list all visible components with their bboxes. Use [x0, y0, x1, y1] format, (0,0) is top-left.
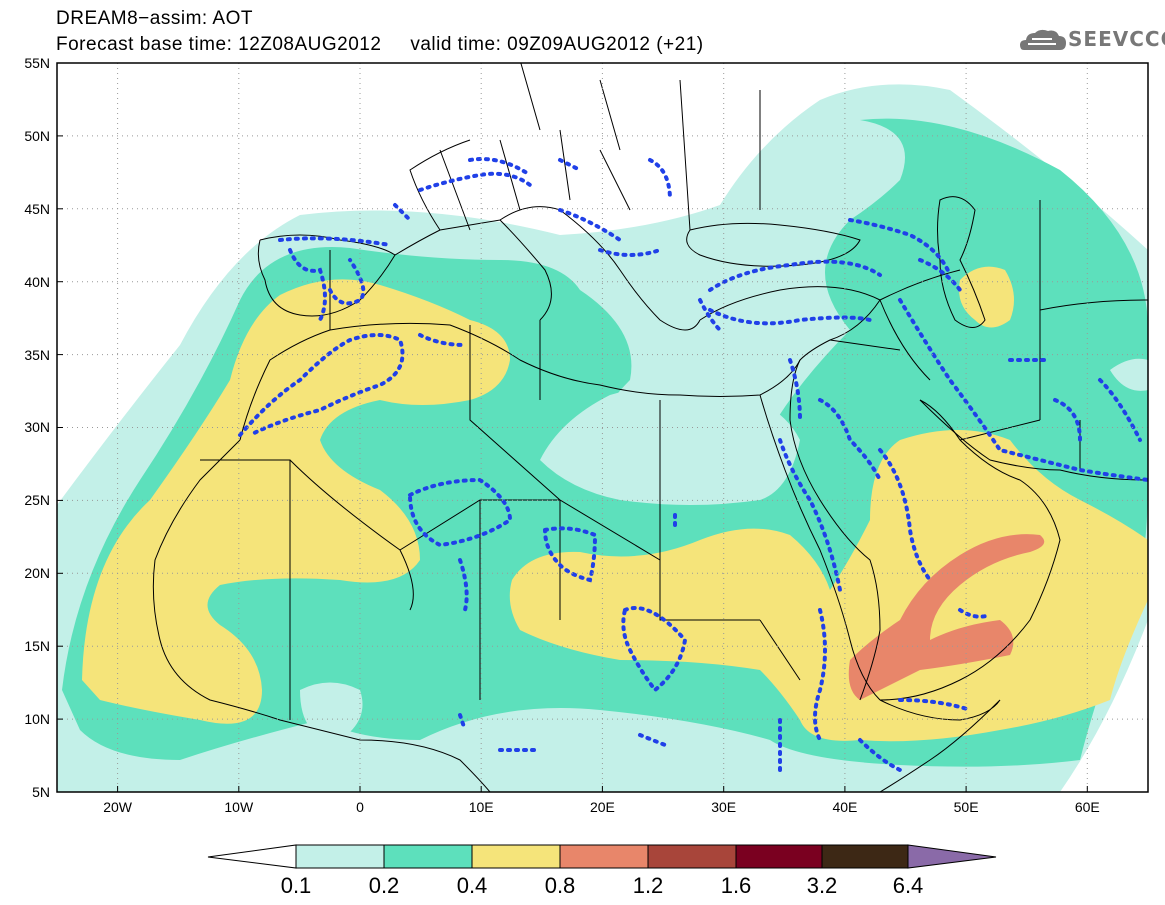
- lat-tick-label: 25N: [24, 492, 50, 508]
- lon-tick-label: 30E: [711, 799, 736, 815]
- colorbar-swatch: [821, 844, 909, 869]
- lon-tick-labels: 20W 10W 0 10E 20E 30E 40E 50E 60E: [103, 799, 1100, 815]
- lon-tick-label: 10W: [224, 799, 254, 815]
- cloud-icon: [1020, 29, 1066, 50]
- lat-tick-label: 40N: [24, 274, 50, 290]
- colorbar-label: 1.6: [721, 873, 752, 898]
- colorbar-label: 6.4: [893, 873, 924, 898]
- logo-text: SEEVCCC: [1068, 27, 1165, 51]
- lat-tick-label: 20N: [24, 565, 50, 581]
- lat-tick-label: 30N: [24, 419, 50, 435]
- lon-tick-label: 0: [356, 799, 364, 815]
- colorbar-label: 0.8: [545, 873, 576, 898]
- colorbar-upper-extend: [907, 844, 997, 869]
- colorbar-swatch: [295, 844, 385, 869]
- lon-tick-label: 20E: [590, 799, 615, 815]
- lon-tick-label: 60E: [1075, 799, 1100, 815]
- lon-tick-label: 10E: [469, 799, 494, 815]
- colorbar: 0.1 0.2 0.4 0.8 1.2 1.6 3.2 6.4: [207, 844, 997, 898]
- colorbar-label: 1.2: [633, 873, 664, 898]
- lat-tick-labels: 55N 50N 45N 40N 35N 30N 25N 20N 15N 10N …: [24, 55, 50, 800]
- map-title: DREAM8−assim: AOT: [56, 8, 253, 29]
- aot-band-0.4-east: [509, 430, 1148, 742]
- colorbar-label: 0.1: [281, 873, 312, 898]
- colorbar-swatch: [559, 844, 649, 869]
- aot-band-0.1-egypt: [540, 386, 800, 505]
- lon-tick-label: 20W: [103, 799, 133, 815]
- lon-tick-label: 40E: [832, 799, 857, 815]
- aot-band-0.8: [848, 534, 1045, 700]
- colorbar-label: 3.2: [807, 873, 838, 898]
- colorbar-swatch: [383, 844, 473, 869]
- colorbar-label: 0.4: [457, 873, 488, 898]
- forecast-time-subtitle: Forecast base time: 12Z08AUG2012 valid t…: [56, 34, 704, 55]
- gridlines: [57, 63, 1148, 792]
- colorbar-swatch: [647, 844, 737, 869]
- dust-contours: [238, 157, 1148, 772]
- colorbar-swatch: [735, 844, 823, 869]
- tick-marks: [57, 62, 1088, 793]
- aot-band-0.4-west: [82, 279, 510, 724]
- lat-tick-label: 10N: [24, 711, 50, 727]
- colorbar-label: 0.2: [369, 873, 400, 898]
- lat-tick-label: 35N: [24, 347, 50, 363]
- lon-tick-label: 50E: [954, 799, 979, 815]
- lat-tick-label: 5N: [32, 784, 50, 800]
- lat-tick-label: 55N: [24, 55, 50, 71]
- colorbar-lower-extend: [207, 844, 297, 869]
- lat-tick-label: 15N: [24, 638, 50, 654]
- colorbar-swatch: [471, 844, 561, 869]
- lat-tick-label: 50N: [24, 128, 50, 144]
- lat-tick-label: 45N: [24, 201, 50, 217]
